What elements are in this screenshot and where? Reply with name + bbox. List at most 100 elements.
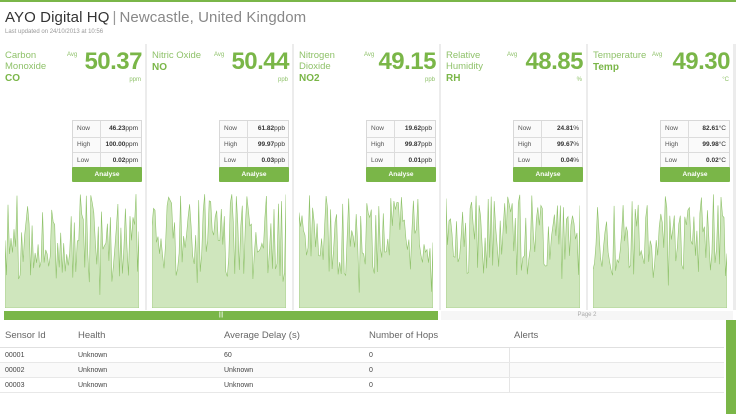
avg-label: Avg: [214, 52, 225, 58]
avg-value: 48.85: [525, 48, 583, 75]
header-sensor-id[interactable]: Sensor Id: [5, 330, 46, 341]
now-value: 46.23ppm: [109, 125, 138, 133]
avg-value: 50.37: [84, 48, 142, 75]
sensor-name: Relative Humidity: [446, 50, 483, 72]
high-value: 99.97ppb: [257, 141, 285, 149]
avg-label: Avg: [652, 52, 663, 58]
table-row[interactable]: 00002 Unknown Unknown 0: [0, 363, 724, 378]
sparkline-svg: [446, 194, 580, 308]
stats-table: Now 46.23ppm High 100.00ppm Low 0.02ppm: [72, 120, 142, 169]
cell-average-delay: 60: [224, 352, 232, 359]
avg-value: 50.44: [231, 48, 289, 75]
sensor-panel-temp: Temperature Temp Avg 49.30 °C Now 82.61°C…: [588, 44, 733, 310]
sensor-name: Carbon Monoxide: [5, 50, 47, 72]
header-average-delay[interactable]: Average Delay (s): [224, 330, 300, 341]
sparkline-area: [299, 195, 433, 308]
now-label: Now: [514, 121, 542, 137]
avg-unit: ppm: [129, 77, 141, 83]
sensor-panel-rh: Relative Humidity RH Avg 48.85 % Now 24.8…: [441, 44, 586, 310]
stats-table: Now 19.62ppb High 99.87ppb Low 0.01ppb: [366, 120, 436, 169]
low-value: 0.03ppb: [261, 156, 285, 164]
header-number-of-hops[interactable]: Number of Hops: [369, 330, 439, 341]
table-row[interactable]: 00001 Unknown 60 0: [0, 348, 724, 363]
low-value: 0.02ppm: [112, 156, 138, 164]
sparkline-area: [593, 194, 727, 308]
cell-health: Unknown: [78, 352, 108, 359]
low-value: 0.02°C: [706, 156, 726, 164]
stats-table: Now 82.61°C High 99.98°C Low 0.02°C: [660, 120, 730, 169]
sparkline-chart: [593, 184, 727, 308]
low-label: Low: [220, 153, 248, 168]
cell-health: Unknown: [78, 382, 108, 389]
cell-alerts: [509, 348, 724, 362]
sensor-code: NO2: [299, 73, 320, 84]
low-label: Low: [661, 153, 689, 168]
table-header: Sensor Id Health Average Delay (s) Numbe…: [0, 324, 724, 348]
last-updated-text: Last updated on 24/10/2013 at 10:56: [5, 29, 104, 35]
sensor-code: RH: [446, 73, 461, 84]
sparkline-chart: [5, 184, 139, 308]
sensor-code: CO: [5, 73, 20, 84]
header-health[interactable]: Health: [78, 330, 106, 341]
high-label: High: [367, 137, 395, 152]
high-value: 99.98°C: [702, 141, 726, 149]
now-value: 82.61°C: [702, 125, 726, 133]
cell-alerts: [509, 378, 724, 392]
low-label: Low: [367, 153, 395, 168]
cell-alerts: [509, 363, 724, 377]
high-value: 99.67%: [556, 141, 579, 149]
avg-unit: ppb: [277, 77, 288, 83]
cell-sensor-id: 00002: [5, 367, 25, 374]
table-row[interactable]: 00003 Unknown Unknown 0: [0, 378, 724, 393]
sparkline-chart: [446, 184, 580, 308]
sparkline-area: [152, 194, 286, 308]
avg-label: Avg: [507, 52, 518, 58]
stats-table: Now 24.81% High 99.67% Low 0.04%: [513, 120, 583, 169]
analyse-button[interactable]: Analyse: [72, 167, 142, 182]
scrollbar[interactable]: [726, 320, 736, 414]
sparkline-area: [5, 194, 139, 308]
title-separator: |: [112, 9, 117, 26]
top-accent-bar: [0, 0, 736, 2]
sensor-code: Temp: [593, 62, 619, 73]
sparkline-svg: [5, 194, 139, 308]
high-label: High: [661, 137, 689, 152]
sparkline-chart: [299, 184, 433, 308]
high-value: 99.87ppb: [404, 141, 432, 149]
sparkline-svg: [593, 194, 727, 308]
location-name: Newcastle, United Kingdom: [119, 9, 307, 26]
high-value: 100.00ppm: [105, 141, 138, 149]
low-value: 0.04%: [560, 156, 579, 164]
analyse-button[interactable]: Analyse: [366, 167, 436, 182]
low-label: Low: [73, 153, 101, 168]
analyse-button[interactable]: Analyse: [660, 167, 730, 182]
now-label: Now: [661, 121, 689, 137]
high-label: High: [73, 137, 101, 152]
sensor-name: Nitric Oxide: [152, 50, 202, 61]
avg-label: Avg: [67, 52, 78, 58]
cell-average-delay: Unknown: [224, 382, 254, 389]
page-1-indicator[interactable]: |||: [4, 311, 438, 320]
sensor-table: Sensor Id Health Average Delay (s) Numbe…: [0, 324, 724, 393]
analyse-button[interactable]: Analyse: [513, 167, 583, 182]
page-2-indicator[interactable]: Page 2: [441, 311, 733, 320]
cell-hops: 0: [369, 367, 373, 374]
avg-unit: ppb: [424, 77, 435, 83]
avg-unit: °C: [722, 77, 729, 83]
sensor-panels: Carbon Monoxide CO Avg 50.37 ppm Now 46.2…: [0, 44, 736, 310]
page-title: AYO Digital HQ | Newcastle, United Kingdom: [5, 9, 725, 26]
low-label: Low: [514, 153, 542, 168]
sparkline-chart: [152, 184, 286, 308]
high-label: High: [220, 137, 248, 152]
header-alerts[interactable]: Alerts: [514, 330, 539, 341]
sensor-panel-co: Carbon Monoxide CO Avg 50.37 ppm Now 46.2…: [0, 44, 145, 310]
low-value: 0.01ppb: [408, 156, 432, 164]
analyse-button[interactable]: Analyse: [219, 167, 289, 182]
sensor-name: Nitrogen Dioxide: [299, 50, 335, 72]
sparkline-area: [446, 194, 580, 308]
now-label: Now: [73, 121, 101, 137]
now-value: 19.62ppb: [404, 125, 432, 133]
sensor-panel-no2: Nitrogen Dioxide NO2 Avg 49.15 ppb Now 19…: [294, 44, 439, 310]
avg-value: 49.30: [672, 48, 730, 75]
sparkline-svg: [152, 194, 286, 308]
